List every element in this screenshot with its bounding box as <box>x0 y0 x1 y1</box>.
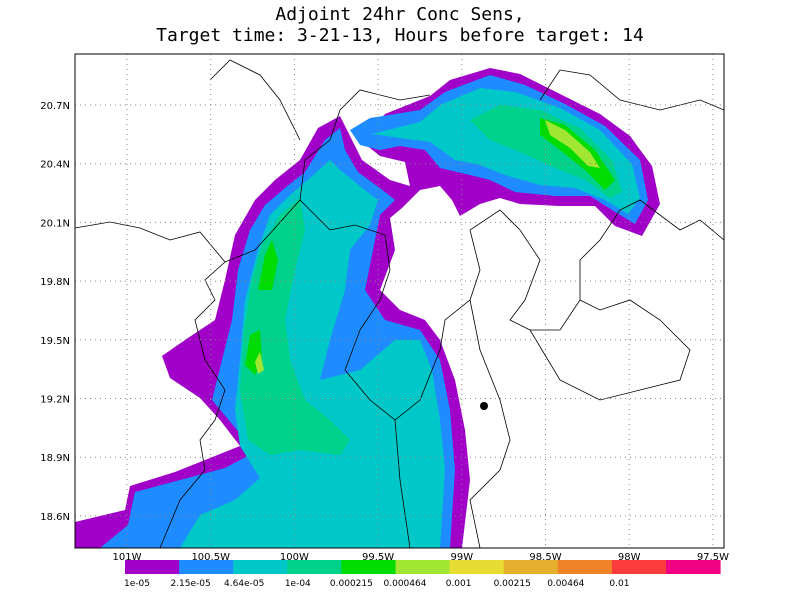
colorbar-label: 1e-04 <box>285 579 311 589</box>
colorbar-label: 1e-05 <box>124 579 150 589</box>
colorbar-swatch <box>611 560 667 574</box>
colorbar-label: 0.01 <box>609 579 629 589</box>
plot-frame <box>74 53 725 549</box>
borders <box>75 59 724 548</box>
colorbar-swatch <box>341 560 396 574</box>
field <box>75 68 660 548</box>
lat-label: 19.5N <box>40 336 70 347</box>
colorbar: 1e-05 2.15e-05 4.64e-05 1e-04 0.000215 0.0004… <box>124 560 721 589</box>
contour <box>240 105 622 455</box>
axis-labels: 20.7N 20.4N 20.1N 19.8N 19.5N 19.2N 18.9N 18.6N… <box>40 101 729 563</box>
lon-label: 100.5W <box>191 552 230 563</box>
colorbar-label: 0.00215 <box>494 579 531 589</box>
lon-label: 99W <box>450 552 473 563</box>
lon-label: 100W <box>280 552 309 563</box>
lat-label: 18.6N <box>40 512 70 523</box>
colorbar-label: 2.15e-05 <box>170 579 210 589</box>
colorbar-swatch <box>179 560 234 574</box>
colorbar-swatch <box>233 560 288 574</box>
title-line: Target time: 3-21-13, Hours before targe… <box>156 25 644 46</box>
colorbar-swatch <box>449 560 505 574</box>
colorbar-swatch <box>666 560 721 574</box>
colorbar-label: 0.000215 <box>330 579 373 589</box>
target-point <box>480 402 488 410</box>
lat-label: 20.4N <box>40 160 70 171</box>
lon-label: 98.5W <box>529 552 561 563</box>
colorbar-label: 4.64e-05 <box>224 579 264 589</box>
lon-label: 99.5W <box>362 552 394 563</box>
title-line: Adjoint 24hr Conc Sens, <box>275 4 524 25</box>
colorbar-swatch <box>395 560 451 574</box>
colorbar-label: 0.001 <box>446 579 472 589</box>
colorbar-swatch <box>287 560 342 574</box>
colorbar-swatch <box>125 560 180 574</box>
colorbar-label: 0.000464 <box>384 579 427 589</box>
colorbar-label: 0.00464 <box>547 579 584 589</box>
grid <box>75 54 724 548</box>
lon-label: 98W <box>618 552 641 563</box>
lon-label: 97.5W <box>697 552 729 563</box>
lat-label: 19.2N <box>40 395 70 406</box>
contour <box>100 75 648 548</box>
lat-label: 19.8N <box>40 277 70 288</box>
lat-label: 20.7N <box>40 101 70 112</box>
colorbar-swatch <box>557 560 613 574</box>
colorbar-swatch <box>503 560 559 574</box>
lat-label: 18.9N <box>40 453 70 464</box>
lat-label: 20.1N <box>40 218 70 229</box>
lon-label: 101W <box>113 552 142 563</box>
